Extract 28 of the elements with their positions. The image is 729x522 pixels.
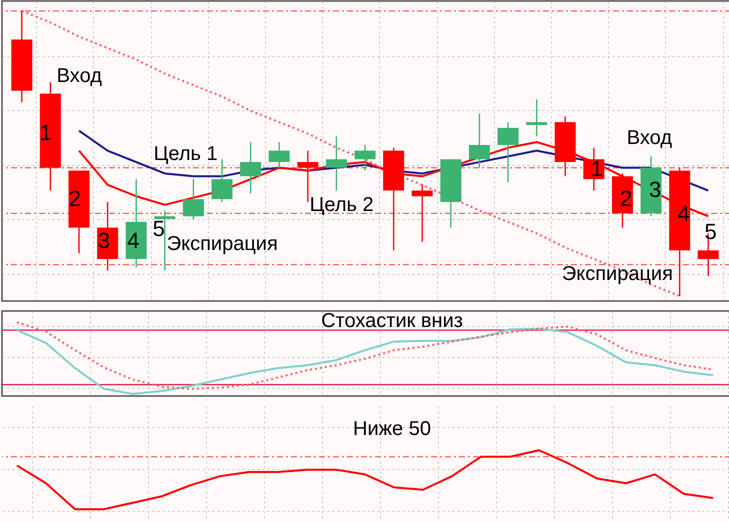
annotation: 1 xyxy=(590,156,603,181)
candlestick xyxy=(268,141,290,168)
annotation: Цель 2 xyxy=(310,194,374,216)
annotation: Стохастик вниз xyxy=(321,310,463,332)
candlestick xyxy=(212,158,233,203)
annotation: 4 xyxy=(127,228,140,253)
candlestick xyxy=(182,178,204,220)
candlestick xyxy=(498,121,519,183)
candlestick xyxy=(354,144,376,172)
text: Ниже 50 xyxy=(353,418,431,440)
annotation: Цель 1 xyxy=(154,143,218,165)
candlestick xyxy=(526,98,548,138)
annotation: 3 xyxy=(98,228,110,253)
annotation: 3 xyxy=(649,177,662,202)
annotation: 4 xyxy=(677,201,690,226)
candlestick xyxy=(326,136,347,192)
annotation: Вход xyxy=(56,65,102,87)
annotation: 1 xyxy=(40,120,52,145)
annotation: Экспирация xyxy=(562,263,673,285)
annotation: Экспирация xyxy=(166,233,278,255)
annotation: 5 xyxy=(152,216,165,241)
candlestick xyxy=(412,184,433,243)
annotation: Вход xyxy=(626,127,672,150)
annotation: 2 xyxy=(68,186,82,211)
annotation: 5 xyxy=(704,219,717,244)
candlestick xyxy=(240,141,262,194)
annotation: 2 xyxy=(620,186,632,211)
candlestick xyxy=(468,112,490,168)
